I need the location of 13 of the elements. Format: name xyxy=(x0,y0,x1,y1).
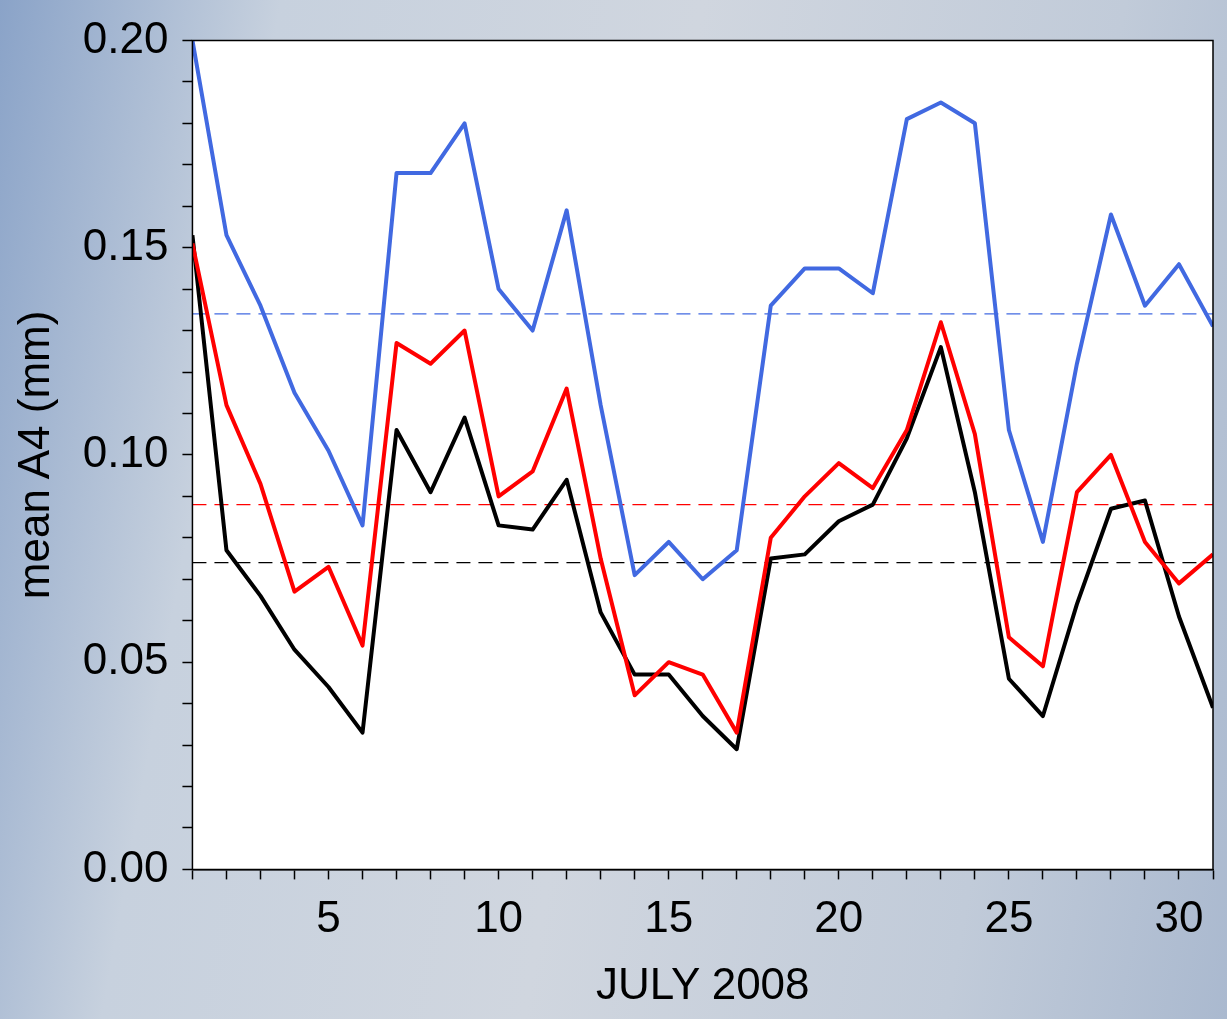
y-tick-label: 0.15 xyxy=(82,219,169,269)
x-tick-label: 20 xyxy=(814,891,864,941)
x-tick-label: 5 xyxy=(316,891,341,941)
y-tick-label: 0.00 xyxy=(82,841,169,891)
x-tick-label: 30 xyxy=(1154,891,1204,941)
y-tick-label: 0.05 xyxy=(82,634,169,684)
y-tick-label: 0.20 xyxy=(82,12,169,62)
x-axis-title: JULY 2008 xyxy=(595,958,810,1008)
x-tick-label: 15 xyxy=(644,891,694,941)
x-tick-label: 25 xyxy=(984,891,1034,941)
y-tick-label: 0.10 xyxy=(82,427,169,477)
x-tick-label: 10 xyxy=(474,891,524,941)
y-axis-title: mean A4 (mm) xyxy=(8,310,58,600)
